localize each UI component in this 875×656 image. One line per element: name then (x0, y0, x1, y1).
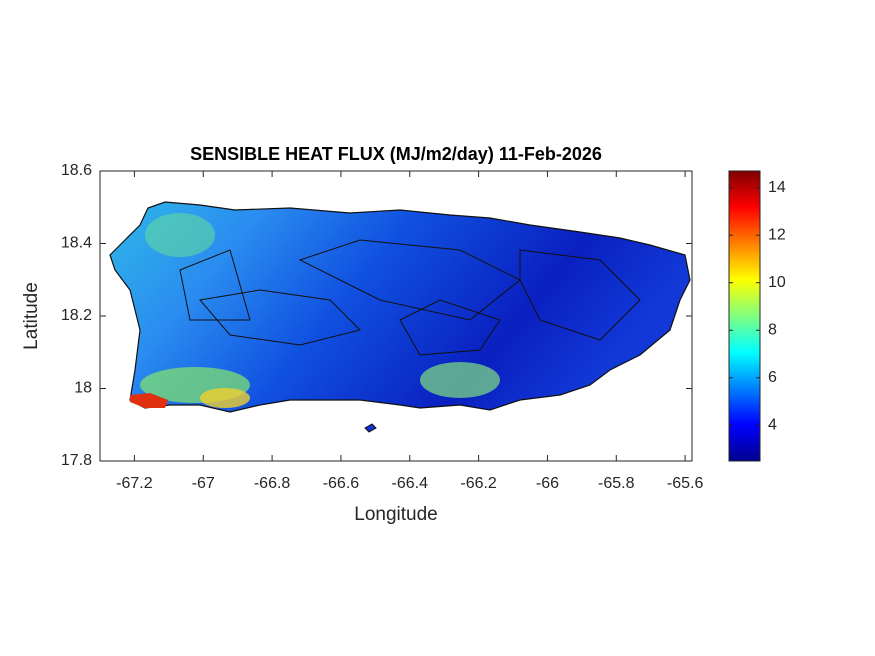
island (109, 201, 691, 433)
x-axis-label: Longitude (354, 504, 437, 525)
municipality-borders (179, 239, 641, 356)
x-tick-label: -66.6 (323, 475, 360, 492)
x-tick-label: -65.6 (667, 475, 704, 492)
warm-patch (420, 362, 500, 398)
colorbar (728, 170, 761, 462)
colorbar-tick-label: 4 (768, 417, 777, 434)
x-tick-label: -67.2 (116, 475, 153, 492)
y-axis-label: Latitude (21, 282, 42, 350)
warm-patch (200, 388, 250, 408)
island-shape (109, 201, 691, 413)
x-tick-label: -66.4 (392, 475, 429, 492)
y-tick-label: 18 (74, 380, 92, 397)
colorbar-tick-label: 6 (768, 369, 777, 386)
y-tick-label: 18.6 (61, 162, 92, 179)
chart-title: SENSIBLE HEAT FLUX (MJ/m2/day) 11-Feb-20… (190, 144, 602, 164)
colorbar-tick-label: 12 (768, 226, 786, 243)
y-tick-label: 18.2 (61, 307, 92, 324)
x-tick-label: -66 (536, 475, 559, 492)
x-tick-label: -67 (192, 475, 215, 492)
islet (364, 423, 377, 433)
x-tick-label: -65.8 (598, 475, 635, 492)
colorbar-tick-label: 8 (768, 321, 777, 338)
hot-patch (130, 393, 168, 408)
warm-patch (145, 213, 215, 257)
colorbar-tick-label: 10 (768, 274, 786, 291)
x-tick-label: -66.8 (254, 475, 291, 492)
colorbar-tick-label: 14 (768, 179, 786, 196)
x-tick-label: -66.2 (460, 475, 497, 492)
y-tick-label: 18.4 (61, 235, 92, 252)
y-tick-label: 17.8 (61, 452, 92, 469)
